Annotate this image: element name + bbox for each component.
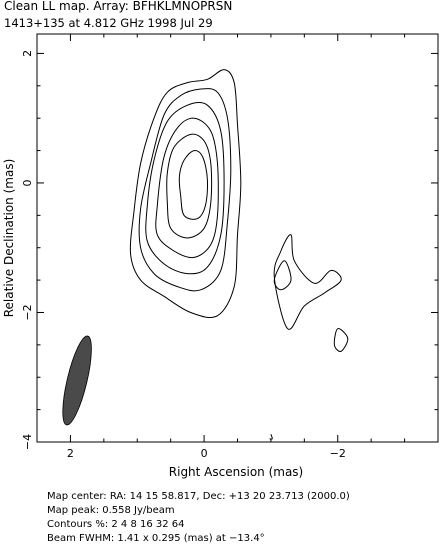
edge-contour xyxy=(269,434,273,440)
beam-layer xyxy=(62,335,92,426)
y-tick-label: 2 xyxy=(21,50,34,57)
contours xyxy=(129,69,349,440)
info-block: Map center: RA: 14 15 58.817, Dec: +13 2… xyxy=(47,491,350,544)
info-contours: Contours %: 2 4 8 16 32 64 xyxy=(47,519,185,530)
y-tick-label: 0 xyxy=(21,179,34,186)
contour-level-2 xyxy=(129,69,242,318)
jet-contour xyxy=(273,234,342,330)
contour-level-32 xyxy=(166,133,213,239)
x-tick-label: −2 xyxy=(330,447,346,460)
x-tick-label: 0 xyxy=(201,447,208,460)
chart-subtitle: 1413+135 at 4.812 GHz 1998 Jul 29 xyxy=(4,16,213,30)
contour-level-64 xyxy=(178,150,209,220)
chart-title: Clean LL map. Array: BFHKLMNOPRSN xyxy=(4,0,232,13)
jet-contour-knot xyxy=(273,260,292,291)
info-map-center: Map center: RA: 14 15 58.817, Dec: +13 2… xyxy=(47,491,350,502)
info-beam-fwhm: Beam FWHM: 1.41 x 0.295 (mas) at −13.4° xyxy=(47,533,265,544)
contour-level-4 xyxy=(138,88,232,292)
x-tick-label: 2 xyxy=(67,447,74,460)
contour-level-8 xyxy=(145,102,225,275)
axis-ticks xyxy=(36,34,439,443)
info-map-peak: Map peak: 0.558 Jy/beam xyxy=(47,505,175,516)
tick-labels: 2 0 −2 2 0 −2 −4 xyxy=(21,50,346,460)
jet-contour-knot-outer xyxy=(333,328,349,352)
beam-ellipse xyxy=(62,335,92,426)
y-axis-label: Relative Declination (mas) xyxy=(2,159,16,318)
x-axis-label: Right Ascension (mas) xyxy=(169,465,303,479)
y-tick-label: −4 xyxy=(21,434,34,450)
contour-level-16 xyxy=(155,117,219,259)
y-tick-label: −2 xyxy=(21,304,34,320)
